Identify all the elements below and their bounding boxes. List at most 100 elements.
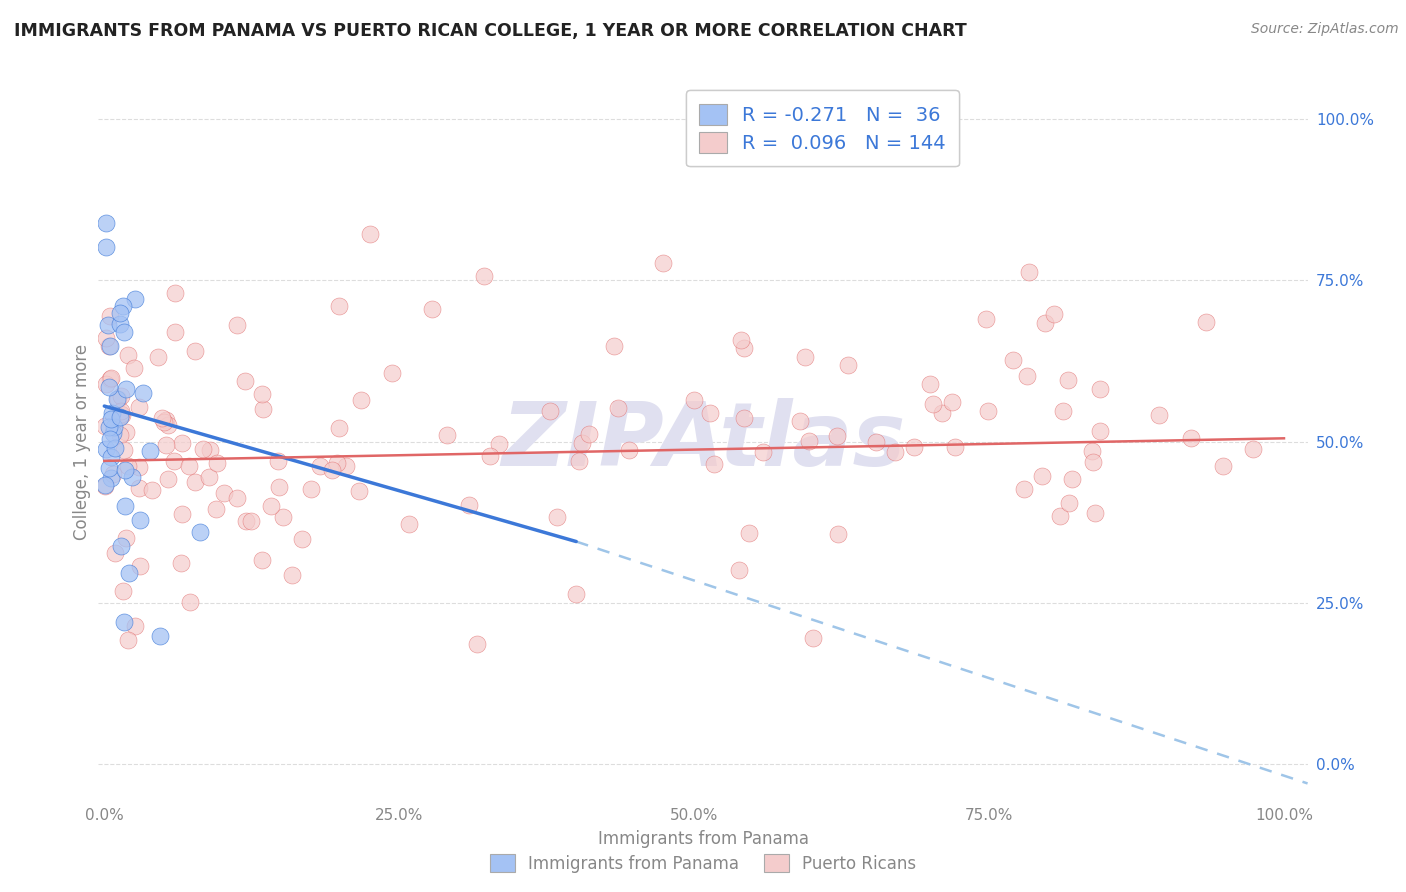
Point [115, 425, 138, 439]
Point [546, 510, 568, 524]
Point [1018, 265, 1040, 279]
Point [266, 454, 288, 468]
Point [122, 361, 145, 376]
Point [309, 458, 332, 473]
Point [233, 374, 256, 388]
Point [252, 402, 274, 417]
Point [131, 385, 153, 400]
Point [117, 459, 139, 474]
Point [1180, 432, 1202, 446]
Point [1001, 353, 1024, 368]
Point [398, 516, 420, 531]
Point [738, 526, 761, 541]
Point [240, 514, 263, 528]
Text: ZIPAtlas: ZIPAtlas [501, 398, 905, 485]
Point [104, 441, 127, 455]
Point [703, 457, 725, 471]
Point [1084, 506, 1107, 520]
Point [191, 442, 214, 457]
Point [825, 429, 848, 443]
Point [837, 358, 859, 372]
Point [172, 507, 194, 521]
Point [96, 239, 118, 253]
Point [163, 325, 186, 339]
Point [359, 227, 381, 242]
Point [98, 309, 121, 323]
Point [103, 467, 125, 481]
Point [114, 463, 136, 477]
Point [94, 376, 117, 391]
Point [205, 456, 228, 470]
Point [129, 513, 152, 527]
Point [568, 454, 591, 468]
Text: IMMIGRANTS FROM PANAMA VS PUERTO RICAN COLLEGE, 1 YEAR OR MORE CORRELATION CHART: IMMIGRANTS FROM PANAMA VS PUERTO RICAN C… [14, 22, 967, 40]
Point [321, 463, 343, 477]
Point [250, 552, 273, 566]
Point [1080, 444, 1102, 458]
Y-axis label: College, 1 year or more: College, 1 year or more [73, 343, 91, 540]
Point [565, 587, 588, 601]
Point [100, 450, 122, 464]
Point [941, 395, 963, 409]
Point [652, 256, 675, 270]
Point [682, 392, 704, 407]
Point [108, 317, 131, 331]
Point [250, 387, 273, 401]
Point [225, 318, 247, 333]
Point [794, 351, 817, 365]
Point [1031, 468, 1053, 483]
Point [112, 299, 135, 313]
Point [111, 584, 134, 599]
Point [128, 481, 150, 495]
Point [606, 401, 628, 415]
Point [326, 457, 349, 471]
Point [124, 619, 146, 633]
Point [205, 501, 228, 516]
Point [177, 459, 200, 474]
Point [94, 479, 117, 493]
Point [281, 568, 304, 582]
Point [117, 348, 139, 362]
Point [198, 470, 221, 484]
Point [150, 410, 173, 425]
Point [619, 442, 641, 457]
Legend: Immigrants from Panama, Puerto Ricans: Immigrants from Panama, Puerto Ricans [482, 847, 924, 880]
Point [111, 408, 134, 422]
Point [328, 421, 350, 435]
Point [112, 615, 135, 629]
Point [155, 413, 177, 427]
Point [121, 469, 143, 483]
Point [1062, 472, 1084, 486]
Point [1052, 403, 1074, 417]
Point [115, 382, 138, 396]
Point [98, 372, 121, 386]
Point [1042, 306, 1064, 320]
Point [146, 350, 169, 364]
Point [128, 400, 150, 414]
Point [163, 454, 186, 468]
Point [124, 293, 146, 307]
Point [943, 440, 966, 454]
Point [1212, 459, 1234, 474]
Point [1088, 382, 1111, 396]
Point [921, 396, 943, 410]
Point [139, 444, 162, 458]
Point [226, 491, 249, 506]
Point [865, 435, 887, 450]
Point [465, 636, 488, 650]
Point [1195, 315, 1218, 329]
Point [381, 366, 404, 380]
Point [98, 339, 121, 353]
Point [977, 404, 1000, 418]
Point [291, 533, 314, 547]
Point [149, 629, 172, 643]
Point [170, 435, 193, 450]
Point [347, 483, 370, 498]
Point [212, 486, 235, 500]
Point [117, 566, 139, 580]
Point [101, 406, 124, 420]
Point [114, 499, 136, 513]
Point [1059, 496, 1081, 510]
Point [801, 631, 824, 645]
Point [458, 498, 481, 512]
